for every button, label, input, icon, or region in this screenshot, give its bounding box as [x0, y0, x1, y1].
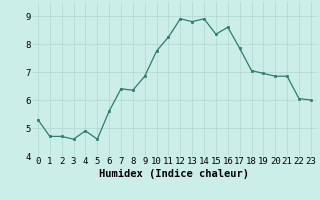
X-axis label: Humidex (Indice chaleur): Humidex (Indice chaleur): [100, 169, 249, 179]
